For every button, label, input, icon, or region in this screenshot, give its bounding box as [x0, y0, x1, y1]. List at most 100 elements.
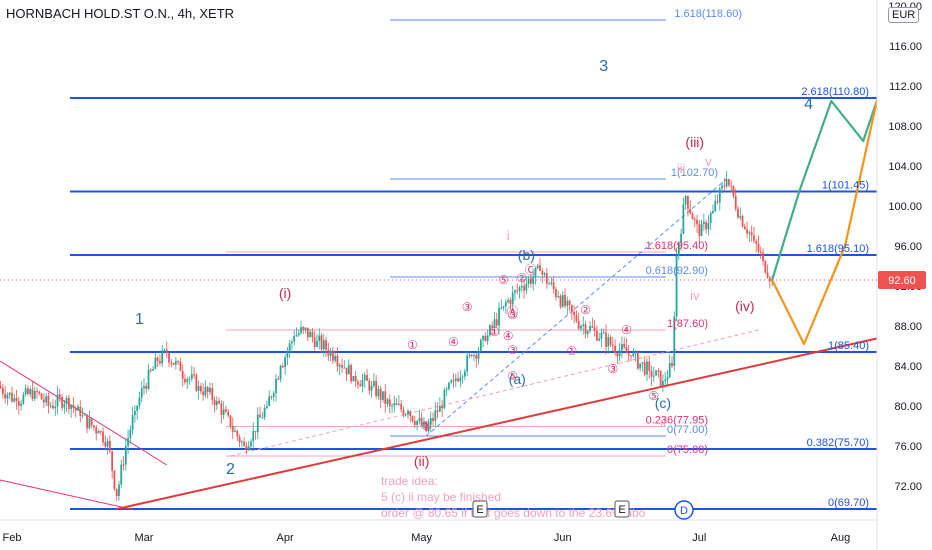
candle-body: [120, 464, 123, 485]
candle-body: [265, 406, 268, 409]
candle-body: [220, 403, 223, 416]
candle-body: [605, 332, 607, 347]
candle-body: [197, 386, 200, 391]
candle-body: [72, 404, 75, 408]
candle-body: [659, 370, 662, 386]
candle-body: [452, 380, 455, 382]
event-marker-label: E: [618, 504, 625, 516]
candle-body: [8, 392, 11, 395]
candle-body: [652, 375, 655, 377]
candle-body: [727, 179, 730, 186]
candle-body: [429, 418, 432, 425]
candle-body: [236, 430, 239, 437]
candle-body: [45, 396, 48, 403]
candle-body: [397, 403, 400, 405]
candle-body: [400, 403, 403, 410]
candle-body: [279, 366, 282, 380]
candle-body: [225, 409, 227, 412]
candle-body: [238, 436, 241, 443]
candle-body: [95, 427, 98, 434]
candle-body: [718, 188, 721, 203]
candle-body: [732, 186, 735, 197]
candle-body: [582, 324, 585, 326]
candle-body: [591, 326, 594, 328]
candle-body: [570, 304, 573, 312]
fib-thin-label: 1.618(95.40): [646, 240, 708, 252]
candle-body: [534, 267, 537, 278]
wave-label: ⑤: [648, 389, 659, 403]
candle-body: [190, 374, 193, 379]
candle-body: [129, 429, 132, 438]
candle-body: [391, 405, 393, 407]
candle-body: [641, 362, 644, 364]
candle-body: [762, 252, 764, 261]
wave-label: iv: [690, 288, 700, 303]
candle-body: [11, 392, 13, 402]
candle-body: [325, 340, 327, 350]
wave-label: ①: [407, 338, 418, 352]
wave-label: ii: [660, 415, 666, 430]
candle-body: [536, 265, 539, 268]
candle-body: [484, 335, 487, 341]
candle-body: [666, 377, 669, 380]
candle-body: [693, 219, 696, 221]
candle-body: [559, 296, 562, 307]
descending-trendline: [0, 360, 168, 466]
candle-body: [434, 410, 437, 421]
candle-body: [643, 362, 646, 375]
candle-body: [108, 441, 111, 452]
candle-body: [70, 404, 73, 409]
candle-body: [104, 442, 107, 447]
candle-body: [395, 403, 398, 405]
candle-body: [88, 418, 91, 429]
candle-body: [322, 340, 325, 350]
candle-body: [502, 306, 505, 308]
candle-body: [753, 235, 755, 241]
candle-body: [650, 371, 653, 377]
candle-body: [730, 185, 733, 187]
candle-body: [81, 415, 84, 417]
candle-body: [441, 406, 444, 409]
candle-body: [83, 414, 86, 416]
candle-body: [302, 327, 305, 330]
candle-body: [402, 409, 405, 416]
candle-body: [99, 431, 102, 432]
candle-body: [186, 379, 189, 383]
candle-body: [448, 382, 450, 389]
candle-body: [573, 311, 576, 315]
y-tick-label: 76.00: [894, 441, 922, 453]
event-marker-earnings: [472, 500, 488, 518]
candle-body: [33, 391, 36, 399]
x-tick-label: Mar: [135, 532, 154, 544]
candle-body: [345, 367, 348, 375]
candle-body: [211, 387, 214, 400]
event-marker-earnings: [614, 500, 630, 518]
candle-body: [304, 327, 307, 330]
wave-label: 1: [135, 311, 144, 328]
candle-body: [318, 335, 321, 341]
candle-body: [473, 355, 475, 357]
candle-body: [58, 394, 61, 398]
candle-body: [714, 201, 717, 211]
currency-badge[interactable]: EUR: [888, 7, 920, 23]
fib-level-label: 1.618(95.10): [807, 243, 869, 255]
y-tick-label: 96.00: [894, 241, 922, 253]
y-tick-label: 80.00: [894, 401, 922, 413]
candle-body: [331, 350, 334, 361]
candle-body: [159, 361, 161, 364]
candle-body: [188, 378, 191, 380]
candle-body: [284, 357, 287, 368]
candle-body: [140, 388, 143, 398]
candle-body: [593, 327, 596, 331]
candle-body: [115, 488, 118, 496]
candle-body: [377, 388, 380, 397]
candle-body: [743, 226, 746, 230]
candle-body: [595, 331, 598, 341]
candle-body: [636, 352, 639, 369]
candle-body: [541, 271, 544, 275]
candle-body: [6, 394, 9, 399]
candle-body: [757, 243, 760, 252]
candle-body: [149, 369, 152, 371]
